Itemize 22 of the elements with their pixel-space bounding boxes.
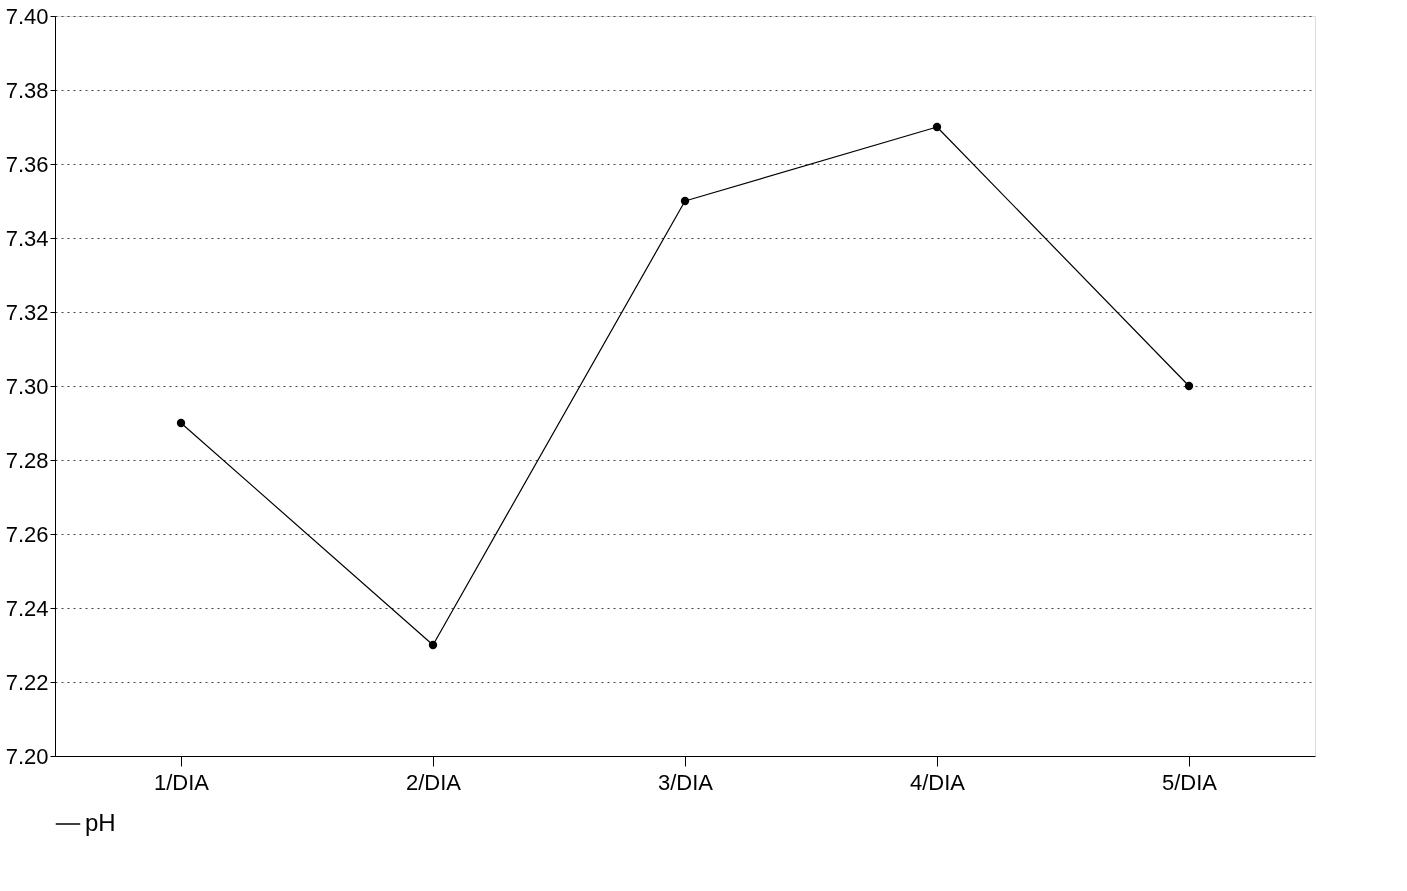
point — [1184, 381, 1194, 391]
y-tick-label: 7.38 — [5, 77, 49, 103]
y-tick-label: 7.20 — [5, 743, 49, 769]
y-tick-label: 7.36 — [5, 151, 49, 177]
x-tick-label: 2/DIA — [405, 769, 462, 795]
y-tick-label: 7.24 — [5, 595, 49, 621]
x-tick-label: 3/DIA — [657, 769, 714, 795]
y-tick-label: 7.40 — [5, 3, 49, 29]
point — [428, 640, 438, 650]
point — [176, 418, 186, 428]
point — [932, 122, 942, 132]
y-tick-label: 7.32 — [5, 299, 49, 325]
x-tick-label: 1/DIA — [153, 769, 210, 795]
y-tick-label: 7.22 — [5, 669, 49, 695]
y-tick-label: 7.34 — [5, 225, 49, 251]
x-tick-label: 5/DIA — [1161, 769, 1218, 795]
point — [680, 196, 690, 206]
x-tick-label: 4/DIA — [909, 769, 966, 795]
y-tick-label: 7.28 — [5, 447, 49, 473]
legend-label: pH — [85, 809, 116, 836]
y-tick-label: 7.26 — [5, 521, 49, 547]
y-tick-label: 7.30 — [5, 373, 49, 399]
